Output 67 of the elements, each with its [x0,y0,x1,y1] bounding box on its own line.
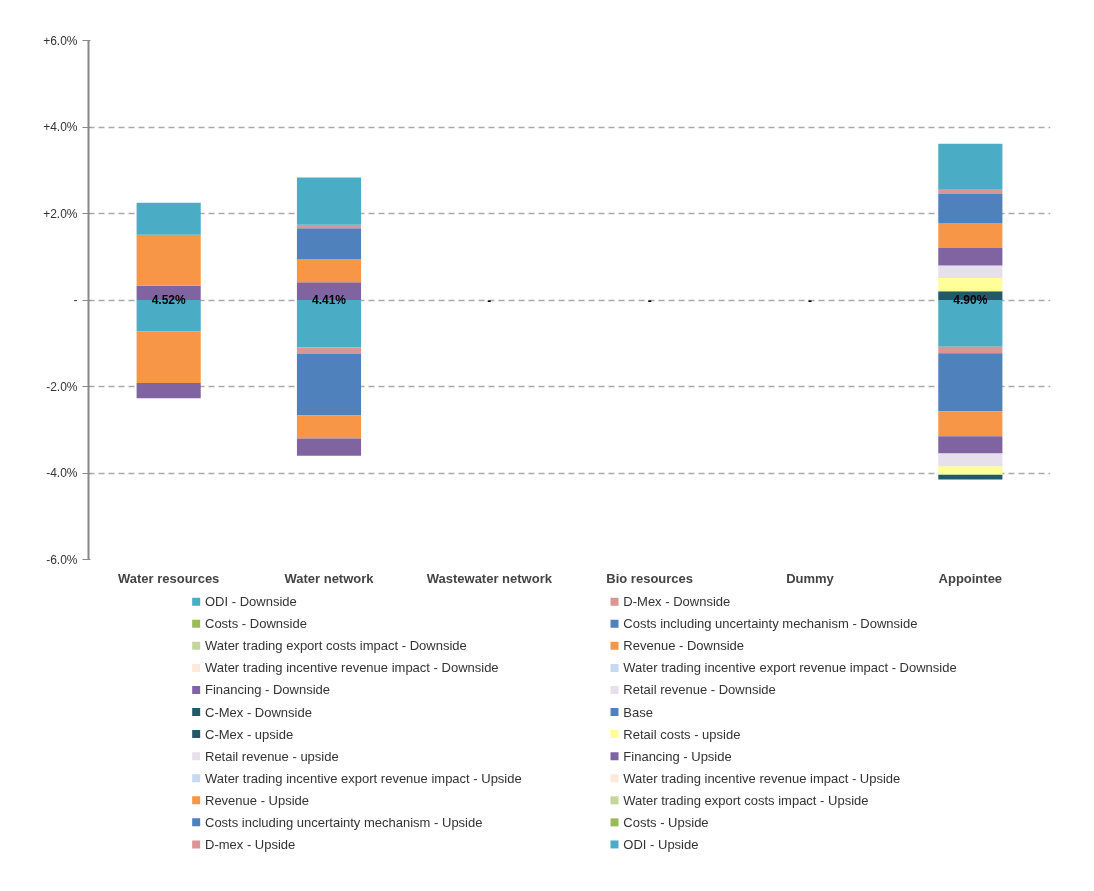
x-tick-label: Wastewater network [426,570,553,586]
bar [938,189,1003,195]
legend-label: Retail revenue - Downside [623,682,776,698]
legend-label: Costs including uncertainty mechanism - Downside [623,616,918,632]
legend-label: ODI - Upside [623,836,699,852]
bar [938,265,1003,278]
legend-label: Revenue - Downside [623,638,745,654]
legend-label: Retail costs - upside [623,726,741,742]
annotation: 4.41% [311,293,347,307]
x-tick-label: Appointee [938,570,1003,586]
bar [938,353,1003,412]
legend-label: Water trading export costs impact - Upside [623,792,869,808]
legend-label: Costs - Downside [205,616,307,632]
legend-label: D-mex - Upside [205,836,296,852]
bar [938,277,1003,292]
bar [938,346,1003,354]
bar [136,383,201,399]
x-tick-label: Dummy [786,570,835,586]
legend-label: Water trading incentive revenue impact - Upside [623,770,901,786]
bar [296,347,362,355]
y-tick-label: +6.0% [43,33,78,48]
legend-label: Retail revenue - upside [205,748,339,764]
bar [938,194,1003,224]
bar [136,331,201,384]
annotation: 4.52% [151,293,187,307]
y-tick-label: - [73,293,78,307]
legend-label: Water trading incentive export revenue impact - Downside [623,660,957,676]
legend-label: Financing - Downside [205,682,331,698]
legend-label: ODI - Downside [205,594,297,610]
legend-label: Base [623,704,653,720]
annotation: 4.90% [953,293,988,307]
y-tick-label: +4.0% [43,120,78,134]
x-tick-label: Water resources [117,570,220,586]
bar [296,228,362,259]
bar [136,234,201,286]
bar [296,177,362,225]
bar [938,453,1003,467]
bar [296,438,362,456]
legend-label: D-Mex - Downside [623,594,731,610]
annotation: - [647,293,652,308]
annotation: - [808,293,812,308]
bar [938,223,1003,249]
bar [296,258,362,283]
legend-label: Revenue - Upside [205,792,310,808]
annotation: - [487,293,492,308]
y-tick-label: -2.0% [46,379,78,394]
legend-label: Water trading incentive export revenue impact - Upside [205,770,522,786]
bar [296,354,362,416]
y-tick-label: +2.0% [43,206,78,221]
bar [938,466,1003,475]
legend-label: Water trading incentive revenue impact - Downside [205,660,499,676]
x-tick-label: Water network [284,570,375,586]
x-tick-label: Bio resources [606,570,694,586]
bar [938,143,1003,190]
legend-label: Costs - Upside [623,814,709,830]
bar [136,202,201,235]
legend-label: Financing - Upside [623,748,732,764]
legend-label: C-Mex - Downside [205,704,312,720]
legend-label: Costs including uncertainty mechanism - Upside [205,814,483,830]
legend-label: Water trading export costs impact - Downside [205,638,467,654]
bar [938,411,1003,437]
bar [938,436,1003,454]
y-tick-label: -4.0% [46,466,78,480]
y-tick-label: -6.0% [46,552,78,567]
bar [938,248,1003,266]
legend-label: C-Mex - upside [205,726,294,742]
bar [296,415,362,439]
